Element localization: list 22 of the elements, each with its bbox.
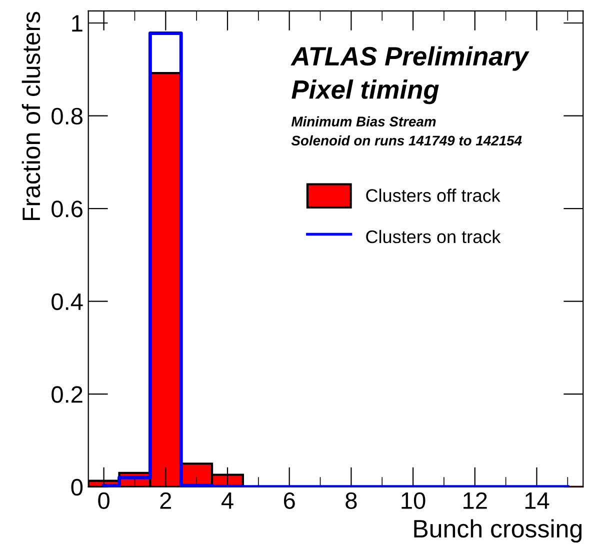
x-tick-label: 8 xyxy=(346,492,357,510)
annotation: Minimum Bias Stream xyxy=(291,116,436,126)
x-axis-title: Bunch crossing xyxy=(414,519,582,543)
x-tick-label: 14 xyxy=(525,492,550,509)
annotation: Pixel timing xyxy=(292,80,439,104)
x-tick-label: 4 xyxy=(221,492,234,509)
y-tick-label: 1 xyxy=(72,15,82,32)
y-axis-title: Fraction of clusters xyxy=(22,12,40,220)
x-tick-label: 0 xyxy=(98,492,110,510)
annotation: ATLAS Preliminary xyxy=(290,46,530,71)
legend-label: Clusters on track xyxy=(366,230,501,244)
y-tick-label: 0.8 xyxy=(52,108,82,125)
x-tick-label: 10 xyxy=(402,492,426,510)
legend-label: Clusters off track xyxy=(366,188,500,202)
y-tick-label: 0.4 xyxy=(52,293,83,310)
x-tick-label: 6 xyxy=(284,492,295,510)
x-tick-label: 12 xyxy=(464,492,487,509)
x-tick-label: 2 xyxy=(160,492,172,509)
y-tick-label: 0.2 xyxy=(52,386,82,403)
y-tick-label: 0 xyxy=(71,478,83,496)
y-tick-label: 0.6 xyxy=(52,200,82,218)
annotation: Solenoid on runs 141749 to 142154 xyxy=(291,135,522,146)
